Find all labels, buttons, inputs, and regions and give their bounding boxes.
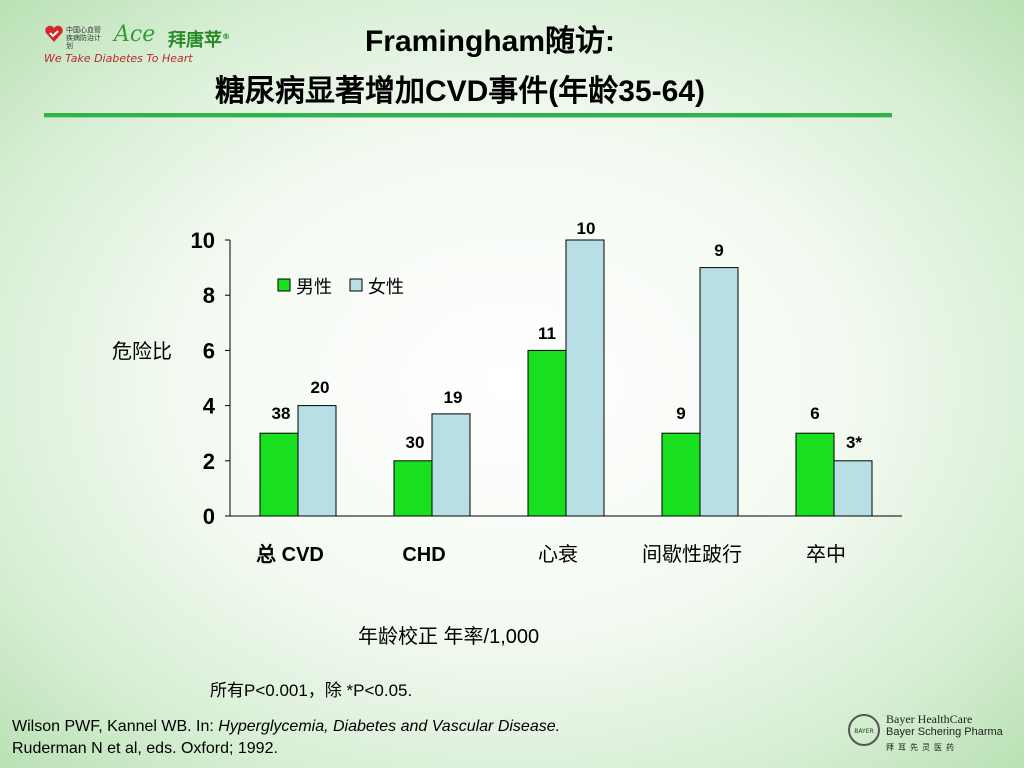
legend-swatch: [277, 278, 291, 292]
legend-label: 男性: [296, 277, 332, 297]
legend-swatch: [349, 278, 363, 292]
footnote: 所有P<0.001，除 *P<0.05.: [210, 681, 413, 700]
ace-logo: Ace: [114, 22, 156, 47]
bar: [833, 460, 873, 517]
bar: [661, 432, 701, 517]
data-label: 3*: [846, 433, 862, 452]
bar: [297, 405, 337, 517]
title-divider: [44, 113, 892, 117]
y-tick-label: 2: [203, 449, 215, 474]
y-tick-label: 10: [191, 228, 215, 253]
org-name: 中国心血管疾病防治计划: [66, 26, 101, 50]
x-tick-label: 心衰: [538, 543, 578, 566]
brand-name: 拜唐苹®: [168, 30, 230, 51]
slide-title-line2: 糖尿病显著增加CVD事件(年龄35-64): [214, 75, 706, 108]
y-tick-label: 4: [203, 394, 216, 419]
y-tick-label: 0: [203, 504, 215, 529]
tagline: We Take Diabetes To Heart: [44, 52, 193, 65]
data-label: 20: [311, 378, 330, 397]
data-label: 9: [714, 241, 723, 260]
x-tick-label: 卒中: [806, 543, 846, 566]
citation: Wilson PWF, Kannel WB. In: Hyperglycemia…: [12, 716, 560, 760]
citation-line2: Ruderman N et al, eds. Oxford; 1992.: [12, 740, 278, 757]
x-tick-label: CHD: [402, 544, 445, 566]
bayer-line1: Bayer HealthCare: [886, 712, 973, 726]
title-divider-shadow: [44, 117, 892, 118]
bayer-line3: 拜耳先灵医药: [886, 743, 958, 752]
bayer-logo-area: BAYER Bayer HealthCare Bayer Schering Ph…: [848, 712, 1018, 760]
bar: [565, 239, 605, 517]
bayer-line2: Bayer Schering Pharma: [886, 726, 1003, 738]
y-tick-label: 6: [203, 338, 215, 363]
data-label: 6: [810, 404, 819, 423]
y-tick-label: 8: [203, 283, 215, 308]
bar: [527, 349, 567, 517]
bar: [431, 413, 471, 517]
data-label: 19: [444, 388, 463, 407]
bayer-cross-icon: BAYER: [848, 714, 880, 746]
bar: [795, 432, 835, 517]
x-axis-title: 年龄校正 年率/1,000: [358, 626, 540, 648]
x-tick-label: 总 CVD: [256, 542, 324, 566]
heart-logo-icon: [45, 25, 63, 42]
data-label: 9: [676, 404, 685, 423]
citation-line1: Wilson PWF, Kannel WB. In: Hyperglycemia…: [12, 718, 561, 735]
bar: [259, 432, 299, 517]
bar: [393, 460, 433, 517]
data-label: 30: [406, 433, 425, 452]
legend-label: 女性: [368, 277, 404, 297]
bar: [699, 267, 739, 517]
data-label: 11: [538, 324, 556, 343]
y-axis-title: 危险比: [112, 340, 172, 363]
x-tick-label: 间歇性跛行: [642, 543, 742, 566]
brand-logo-area: 中国心血管疾病防治计划 Ace 拜唐苹® We Take Diabetes To…: [40, 20, 250, 70]
slide-title-line1: Framingham随访:: [364, 25, 616, 58]
data-label: 38: [272, 404, 291, 423]
data-label: 10: [577, 219, 596, 238]
